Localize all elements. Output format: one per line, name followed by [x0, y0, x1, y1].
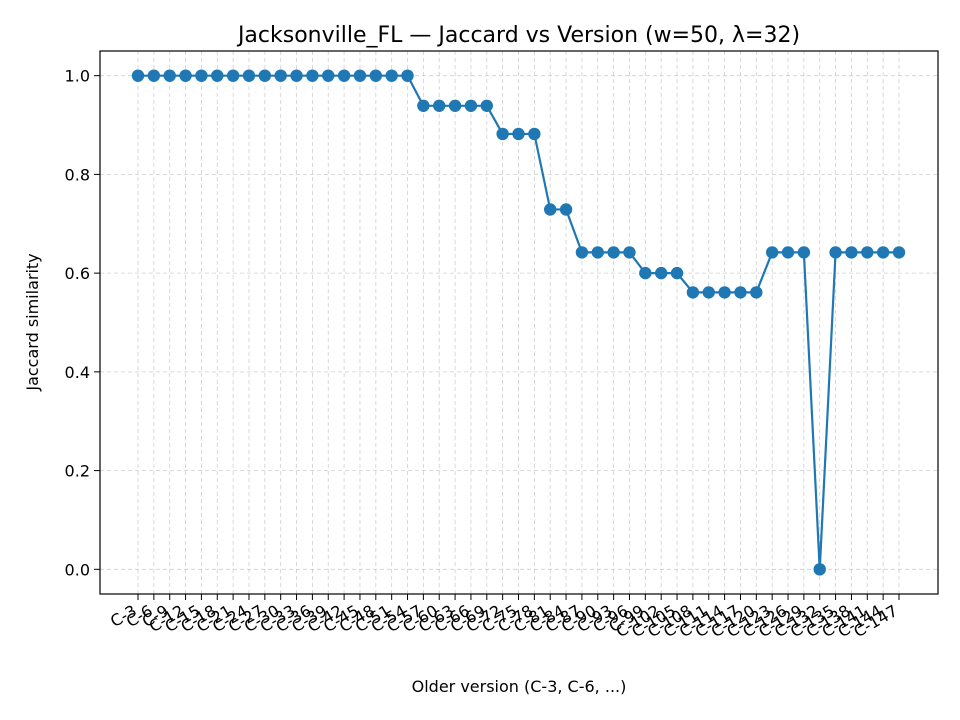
data-point — [702, 286, 715, 299]
data-point — [670, 266, 684, 280]
data-point — [734, 286, 747, 299]
y-axis-label: Jaccard similarity — [23, 253, 42, 391]
data-point — [401, 69, 414, 82]
plot-frame — [99, 50, 939, 595]
data-point — [448, 99, 462, 112]
data-point — [623, 246, 636, 259]
data-point — [369, 69, 383, 82]
data-point — [797, 246, 811, 259]
data-point — [226, 69, 240, 82]
data-point — [845, 246, 858, 259]
y-axis: 0.0 0.2 0.4 0.6 0.8 1.0 — [65, 67, 100, 579]
data-point — [765, 246, 779, 259]
data-point — [591, 246, 604, 259]
data-point — [829, 246, 842, 259]
data-point — [496, 127, 509, 141]
x-axis-label: Older version (C-3, C-6, ...) — [412, 677, 627, 696]
data-point — [654, 266, 668, 280]
data-point — [242, 69, 256, 82]
data-point — [290, 69, 303, 82]
y-tick-label: 0.4 — [65, 363, 90, 382]
data-point — [544, 203, 557, 216]
y-tick-label: 1.0 — [65, 67, 90, 86]
data-point — [417, 99, 430, 112]
series — [131, 69, 906, 576]
data-point — [464, 99, 478, 112]
data-point — [274, 69, 287, 82]
y-tick-label: 0.0 — [65, 560, 90, 579]
data-point — [686, 286, 700, 299]
data-point — [258, 69, 272, 82]
data-point — [433, 99, 446, 112]
data-point — [575, 246, 589, 259]
data-point — [480, 99, 493, 112]
y-tick-label: 0.8 — [65, 165, 90, 184]
y-tick-label: 0.2 — [65, 462, 90, 481]
data-point — [306, 69, 319, 82]
data-point — [892, 246, 906, 259]
data-point — [195, 69, 208, 82]
data-point — [861, 246, 874, 259]
data-point — [179, 69, 192, 82]
data-point — [813, 563, 826, 576]
data-point — [337, 69, 351, 82]
data-point — [750, 286, 763, 299]
data-point — [512, 127, 525, 141]
data-point — [147, 69, 161, 82]
data-point — [781, 246, 795, 259]
data-point — [322, 69, 335, 82]
data-point — [385, 69, 398, 82]
chart-title: Jacksonville_FL — Jaccard vs Version (w=… — [236, 23, 800, 48]
data-point — [607, 246, 620, 259]
data-point — [559, 203, 573, 216]
data-point — [718, 286, 731, 299]
data-point — [131, 69, 145, 82]
data-point — [211, 69, 224, 82]
y-tick-label: 0.6 — [65, 264, 90, 283]
data-point — [876, 246, 890, 259]
data-point — [528, 127, 541, 141]
data-point — [639, 266, 652, 280]
x-axis: C-3C-6C-9C-12C-15C-18C-21C-24C-27C-30C-3… — [107, 594, 901, 641]
data-point — [163, 69, 176, 82]
data-point — [353, 69, 367, 82]
